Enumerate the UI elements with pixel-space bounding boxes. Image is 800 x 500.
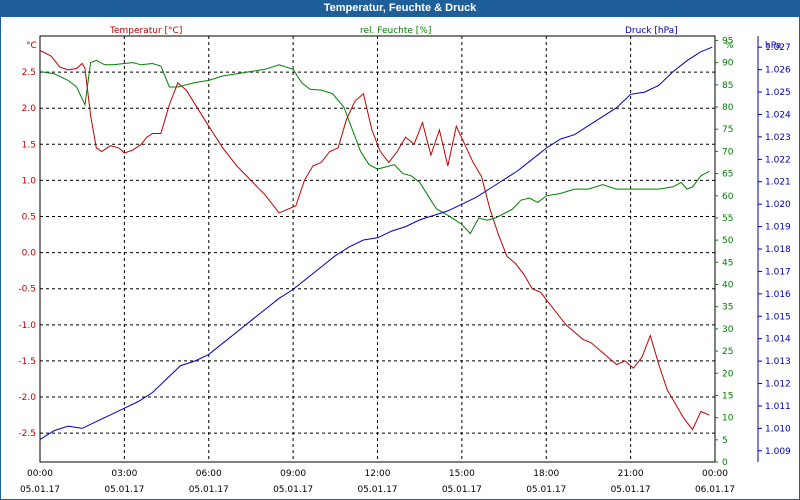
x-tick-date: 06.01.17: [695, 485, 735, 495]
humidity-tick: 75: [722, 125, 733, 135]
temperature-tick: -0.5: [18, 285, 36, 295]
x-tick-time: 21:00: [618, 469, 644, 479]
x-tick-time: 06:00: [196, 469, 222, 479]
humidity-tick: 40: [722, 281, 734, 291]
temperature-tick: 0.0: [22, 249, 37, 259]
temperature-series-line: [39, 49, 710, 431]
humidity-tick: 25: [722, 347, 733, 357]
pressure-tick: 1.023: [765, 133, 791, 143]
x-tick-date: 05.01.17: [357, 485, 397, 495]
pressure-axis-label: Druck [hPa]: [625, 26, 678, 36]
pressure-tick: 1.009: [765, 447, 791, 457]
temperature-tick: -1.5: [18, 357, 36, 367]
humidity-tick: 65: [722, 170, 733, 180]
humidity-tick: 80: [722, 103, 734, 113]
humidity-tick: 5: [722, 436, 728, 446]
temperature-axis-label: Temperatur [°C]: [109, 26, 182, 36]
humidity-tick: 55: [722, 214, 733, 224]
pressure-tick: 1.019: [765, 223, 791, 233]
humidity-tick: 50: [722, 236, 734, 246]
x-tick-date: 05.01.17: [104, 485, 144, 495]
humidity-tick: 15: [722, 391, 733, 401]
x-tick-time: 15:00: [449, 469, 475, 479]
humidity-tick: 20: [722, 369, 734, 379]
x-tick-date: 05.01.17: [189, 485, 229, 495]
x-tick-time: 00:00: [27, 469, 53, 479]
humidity-tick: 35: [722, 303, 733, 313]
pressure-tick: 1.014: [765, 335, 791, 345]
temperature-tick: -1.0: [18, 321, 36, 331]
pressure-tick: 1.011: [765, 402, 791, 412]
pressure-series-line: [39, 46, 713, 441]
humidity-tick: 10: [722, 414, 734, 424]
humidity-series-line: [39, 59, 710, 235]
x-tick-time: 03:00: [111, 469, 137, 479]
temperature-tick: 1.0: [22, 176, 37, 186]
temperature-tick: -2.0: [18, 393, 36, 403]
pressure-unit: hPa: [765, 41, 781, 51]
x-tick-date: 05.01.17: [273, 485, 313, 495]
pressure-tick: 1.017: [765, 267, 791, 277]
pressure-tick: 1.025: [765, 88, 791, 98]
pressure-tick: 1.027: [765, 43, 791, 53]
pressure-tick: 1.021: [765, 178, 791, 188]
pressure-tick: 1.026: [765, 66, 791, 76]
humidity-tick: 60: [722, 192, 734, 202]
temperature-tick: 0.5: [22, 213, 36, 223]
humidity-unit: %: [725, 41, 734, 51]
plot-area: [39, 35, 716, 463]
humidity-tick: 85: [722, 81, 733, 91]
pressure-tick: 1.012: [765, 380, 791, 390]
x-tick-date: 05.01.17: [20, 485, 60, 495]
x-tick-time: 12:00: [365, 469, 391, 479]
pressure-tick: 1.010: [765, 424, 791, 434]
pressure-tick: 1.016: [765, 290, 791, 300]
pressure-tick: 1.020: [765, 200, 791, 210]
pressure-tick: 1.018: [765, 245, 791, 255]
x-tick-time: 09:00: [280, 469, 306, 479]
x-tick-date: 05.01.17: [611, 485, 651, 495]
humidity-tick: 90: [722, 59, 734, 69]
humidity-tick: 95: [722, 36, 733, 46]
x-tick-date: 05.01.17: [526, 485, 566, 495]
temperature-tick: 1.5: [22, 140, 36, 150]
humidity-tick: 45: [722, 258, 733, 268]
humidity-axis-label: rel. Feuchte [%]: [360, 26, 431, 36]
axis-labels: 00:00 05.01.17 03:00 05.01.17 06:00 05.01.17 0…: [18, 36, 791, 495]
grid-lines: [40, 36, 715, 462]
x-tick-time: 00:00: [702, 469, 728, 479]
series-lines: [39, 46, 713, 441]
pressure-tick: 1.015: [765, 312, 791, 322]
temperature-tick: 2.0: [22, 104, 37, 114]
temperature-unit: °C: [26, 41, 37, 51]
humidity-tick: 30: [722, 325, 734, 335]
pressure-tick: 1.024: [765, 110, 791, 120]
pressure-tick: 1.022: [765, 155, 791, 165]
humidity-tick: 0: [722, 458, 728, 468]
temperature-tick: 2.5: [22, 68, 36, 78]
x-tick-time: 18:00: [533, 469, 559, 479]
humidity-tick: 70: [722, 147, 734, 157]
x-tick-date: 05.01.17: [442, 485, 482, 495]
chart-title: Temperatur, Feuchte & Druck: [0, 0, 800, 17]
pressure-tick: 1.013: [765, 357, 791, 367]
temperature-tick: -2.5: [18, 429, 36, 439]
